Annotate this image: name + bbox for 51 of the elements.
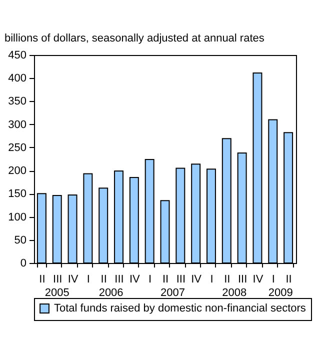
bar <box>206 168 216 264</box>
y-tick-label: 0 <box>20 258 26 270</box>
x-tick-label: II <box>39 274 46 286</box>
text: 2007 <box>160 287 185 299</box>
x-tick-label: I <box>210 274 214 286</box>
bar <box>268 119 278 264</box>
bar <box>52 195 62 264</box>
bar <box>36 193 46 264</box>
y-tick-label: 450 <box>8 50 26 62</box>
y-tick-label: 50 <box>14 234 26 246</box>
bar <box>83 173 93 264</box>
x-tick-label: II <box>162 274 169 286</box>
x-tick-label: II <box>286 274 292 286</box>
y-tick-label: 150 <box>8 188 26 200</box>
x-tick-label: III <box>114 274 124 286</box>
x-tick-label: III <box>53 274 62 286</box>
x-tick-label: I <box>86 274 90 286</box>
bar <box>144 158 154 264</box>
x-tick-label: I <box>272 274 275 286</box>
x-tick-label: IV <box>129 274 141 286</box>
bar <box>129 176 139 264</box>
x-tick-label: II <box>224 274 230 286</box>
bar <box>176 168 186 264</box>
bar <box>191 164 201 264</box>
bar <box>160 200 170 264</box>
bar <box>98 188 108 264</box>
x-tick-label: II <box>100 274 107 286</box>
y-tick-label: 200 <box>8 165 26 178</box>
text: 2005 <box>44 287 70 299</box>
x-tick-label: III <box>238 274 248 286</box>
bar <box>222 138 232 264</box>
x-tick-label: III <box>176 274 186 286</box>
y-tick-label: 250 <box>8 142 26 154</box>
bar <box>284 132 294 264</box>
bar <box>252 72 262 264</box>
text: 2006 <box>98 287 124 299</box>
y-tick-label: 350 <box>8 96 26 108</box>
x-tick-label: IV <box>68 274 79 286</box>
y-tick-label: 300 <box>8 118 26 131</box>
bar <box>114 170 124 264</box>
x-tick-label: IV <box>191 274 202 286</box>
x-tick-label: IV <box>252 274 264 286</box>
x-tick-label: I <box>148 274 152 286</box>
y-axis-title: billions of dollars, seasonally adjusted at annual rates <box>4 32 265 44</box>
y-tick-label: 100 <box>8 211 26 224</box>
text: 2009 <box>268 287 293 299</box>
bar <box>237 152 247 264</box>
legend-label: Total funds raised by domestic non-financial sectors <box>54 302 306 314</box>
y-tick-label: 400 <box>8 72 26 85</box>
bar <box>68 194 78 264</box>
text: 2008 <box>222 287 247 299</box>
